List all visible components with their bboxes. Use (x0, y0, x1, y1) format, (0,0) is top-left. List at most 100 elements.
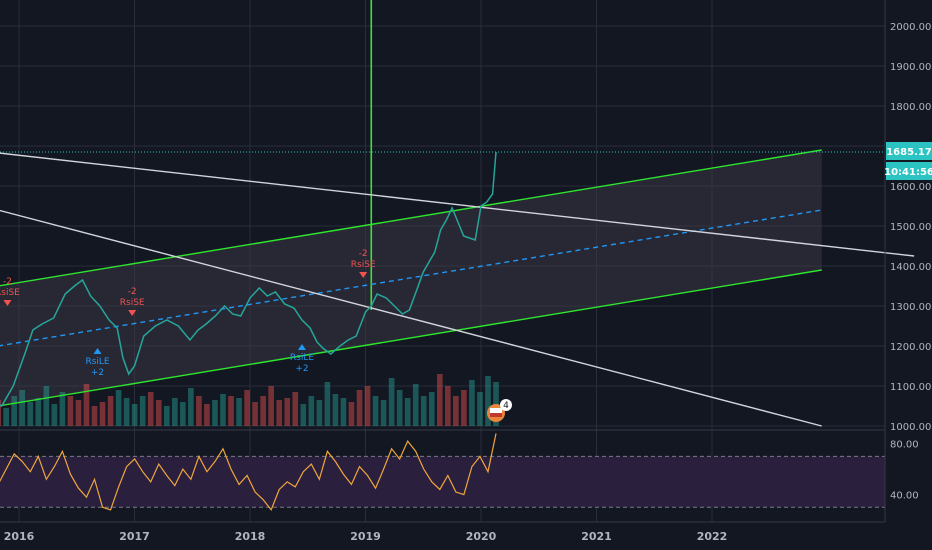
volume-bar (412, 384, 419, 426)
volume-bar (260, 396, 266, 426)
time-tick-label: 2020 (466, 530, 497, 543)
volume-bar (75, 400, 82, 426)
volume-bar (420, 396, 427, 426)
countdown-box (886, 162, 932, 180)
rsi-tick-label: 40.00 (890, 491, 919, 502)
volume-bar (220, 394, 226, 426)
channel-midline[interactable] (0, 209, 822, 347)
signal-qty: -2 (359, 249, 368, 259)
volume-bar (372, 396, 379, 426)
trendline[interactable] (0, 152, 915, 257)
volume-bar (43, 386, 50, 426)
price-tick-label: 1000.00 (890, 422, 931, 433)
rsi-axis[interactable]: 80.00 40.00 (890, 440, 919, 502)
time-axis[interactable]: 2016 2017 2018 2019 2020 2021 2022 (4, 530, 728, 543)
volume-bar (91, 406, 98, 426)
volume-bar (364, 386, 371, 426)
volume-bar (469, 380, 475, 426)
volume-bar (493, 382, 499, 426)
arrow-down-icon (128, 310, 137, 316)
volume-bar (188, 388, 194, 426)
volume-bar (83, 384, 90, 426)
volume-bar (67, 396, 74, 426)
price-tick-label: 1900.00 (890, 62, 931, 73)
volume-bar (11, 396, 18, 426)
signal-buy: RsiLE+2 (85, 348, 110, 378)
volume-bar (300, 404, 307, 426)
price-series (0, 151, 497, 407)
last-price-label: 1685.17 10:41:56 (884, 142, 932, 180)
signal-qty: +2 (91, 368, 104, 378)
volume-bar (436, 374, 443, 426)
volume-bar (3, 408, 9, 426)
volume-bar (147, 392, 154, 426)
volume-bar (212, 400, 218, 426)
channel-line[interactable] (0, 149, 822, 287)
trendline[interactable] (0, 208, 822, 427)
arrow-up-icon (93, 348, 102, 354)
signal-buy: RsiLE+2 (290, 344, 314, 374)
signal-qty: -2 (3, 277, 12, 287)
volume-bar (292, 392, 299, 426)
volume-bar (308, 396, 315, 426)
volume-bar (19, 390, 26, 426)
volume-bar (453, 396, 459, 426)
price-tick-label: 1200.00 (890, 342, 931, 353)
volume-bar (428, 392, 435, 426)
event-marker[interactable]: 4 (487, 399, 512, 422)
volume-bar (244, 390, 250, 426)
volume-bar (268, 386, 274, 426)
arrow-up-icon (297, 344, 306, 350)
signal-label: RsiSE (351, 260, 376, 270)
rsi-pane[interactable] (0, 433, 885, 512)
time-tick-label: 2016 (4, 530, 35, 543)
volume-bar (348, 402, 355, 426)
time-tick-label: 2021 (581, 530, 612, 543)
last-price-value: 1685.17 (886, 147, 932, 158)
channel-line[interactable] (0, 269, 822, 407)
price-tick-label: 1400.00 (890, 262, 931, 273)
price-tick-label: 1100.00 (890, 382, 931, 393)
signal-qty: -2 (128, 287, 137, 297)
volume-bar (404, 398, 411, 426)
volume-bar (236, 398, 242, 426)
volume-bar (139, 396, 146, 426)
price-tick-label: 1500.00 (890, 222, 931, 233)
flag-icon-stripe (490, 413, 502, 417)
volume-bar (461, 390, 467, 426)
rsi-tick-label: 80.00 (890, 440, 919, 451)
flag-icon-body (490, 408, 502, 417)
volume-bar (35, 398, 42, 426)
volume-bars (0, 374, 499, 426)
time-tick-label: 2018 (235, 530, 266, 543)
volume-bar (477, 392, 483, 426)
volume-bar (172, 398, 178, 426)
price-tick-label: 2000.00 (890, 22, 931, 33)
volume-bar (196, 396, 202, 426)
volume-bar (204, 404, 210, 426)
rsi-series (0, 433, 497, 512)
price-tick-label: 1300.00 (890, 302, 931, 313)
price-tick-label: 1600.00 (890, 182, 931, 193)
volume-bar (276, 400, 283, 426)
volume-bar (324, 382, 331, 426)
volume-bar (99, 402, 106, 426)
price-tick-label: 1800.00 (890, 102, 931, 113)
volume-bar (228, 396, 234, 426)
volume-bar (163, 406, 170, 426)
drawing-lines[interactable] (0, 149, 915, 427)
arrow-down-icon (359, 272, 368, 278)
signal-qty: +2 (295, 364, 308, 374)
time-tick-label: 2019 (350, 530, 381, 543)
volume-bar (445, 386, 451, 426)
signal-label: RsiSE (120, 298, 145, 308)
volume-bar (131, 404, 138, 426)
volume-bar (284, 398, 291, 426)
volume-bar (115, 390, 122, 426)
volume-bar (59, 392, 66, 426)
